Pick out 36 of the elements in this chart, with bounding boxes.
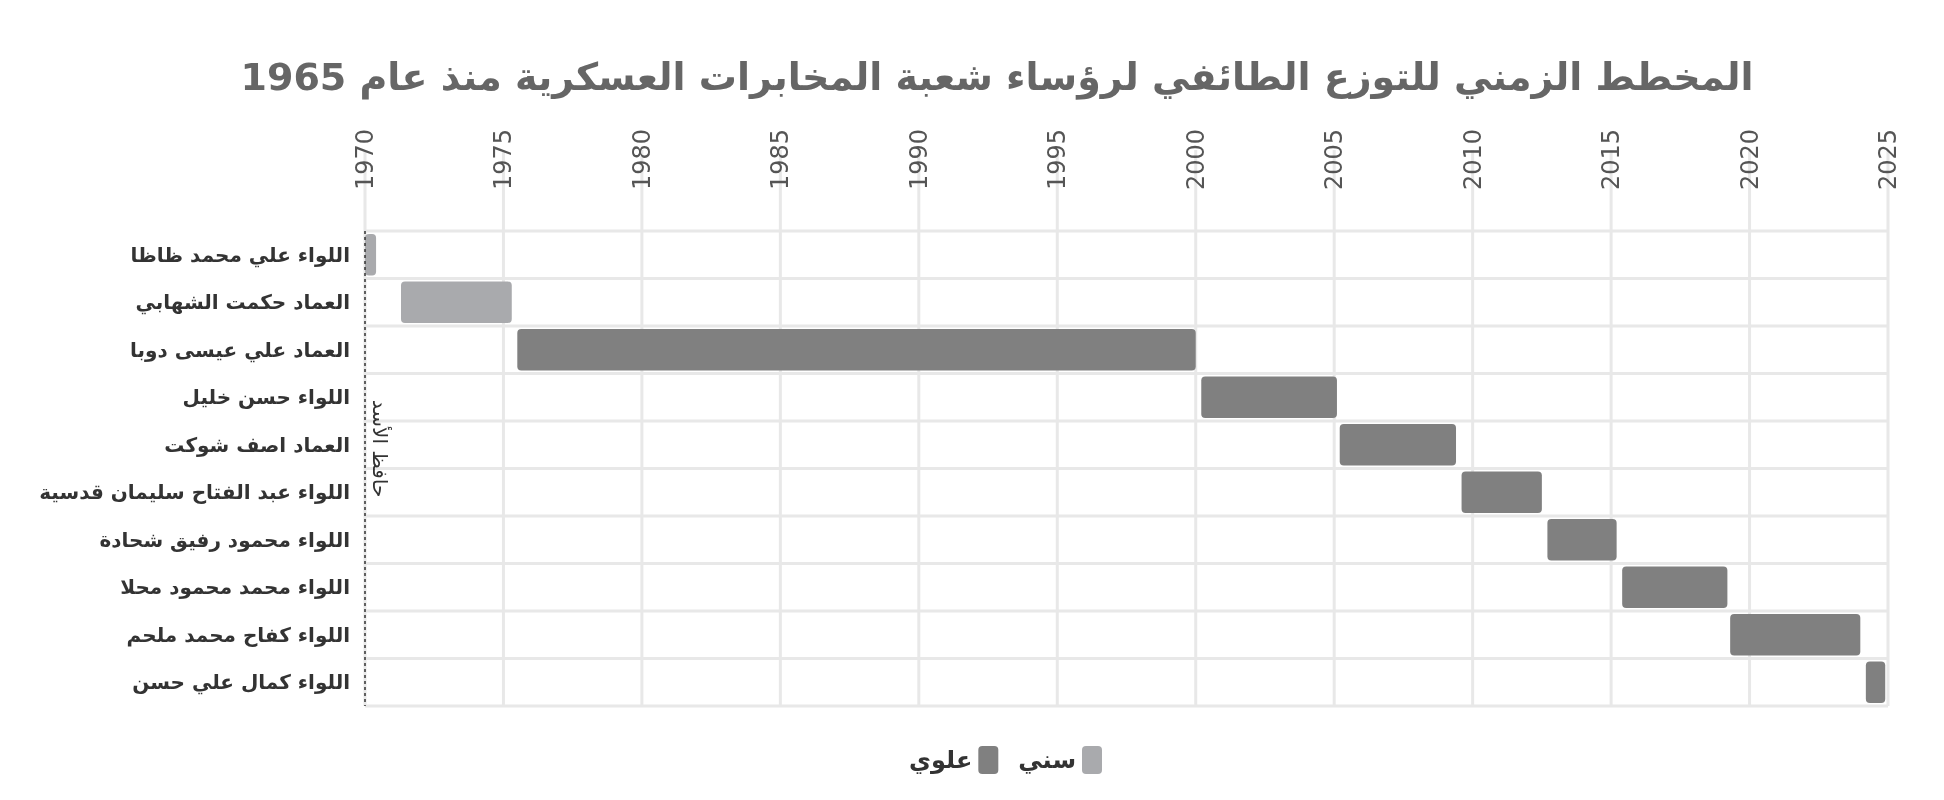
y-tick-label: اللواء محمود رفيق شحادة	[99, 527, 350, 552]
x-tick-label: 1985	[766, 128, 795, 190]
bar	[1865, 661, 1886, 703]
y-tick-label: اللواء عبد الفتاح سليمان قدسية	[39, 480, 350, 505]
ref-line-label: حافظ الأسد	[368, 399, 392, 498]
y-tick-label: العماد حكمت الشهابي	[135, 290, 350, 316]
x-tick-label: 2005	[1320, 128, 1349, 190]
x-tick-label: 1970	[351, 128, 379, 190]
x-tick-label: 2020	[1735, 128, 1764, 190]
bar	[1547, 519, 1617, 561]
bar	[517, 329, 1196, 371]
chart-title: المخطط الزمني للتوزع الطائفي لرؤساء شعبة المخابرات العسكرية منذ عام 1965	[240, 55, 1754, 100]
x-tick-label: 2025	[1874, 128, 1902, 190]
legend-label: سني	[1018, 746, 1076, 774]
legend-label: علوي	[909, 746, 973, 774]
bar	[1339, 424, 1457, 466]
y-tick-label: العماد اصف شوكت	[164, 432, 350, 457]
x-tick-label: 1975	[489, 128, 518, 190]
bar	[1201, 376, 1337, 418]
y-tick-label: اللواء كفاح محمد ملحم	[126, 622, 350, 647]
x-tick-label: 2015	[1597, 128, 1626, 190]
bar	[365, 234, 377, 276]
y-tick-label: اللواء حسن خليل	[182, 385, 350, 410]
x-tick-label: 1980	[627, 128, 656, 190]
y-tick-label: اللواء محمد محمود محلا	[120, 575, 350, 600]
x-tick-label: 1990	[904, 128, 933, 190]
bar	[1461, 471, 1542, 513]
y-tick-label: اللواء علي محمد ظاظا	[130, 242, 350, 268]
x-tick-label: 1995	[1043, 128, 1072, 190]
bar	[401, 281, 512, 323]
bar	[1622, 566, 1728, 608]
bar	[1730, 614, 1861, 656]
y-tick-label: اللواء كمال علي حسن	[132, 670, 350, 696]
x-tick-label: 2000	[1181, 128, 1210, 190]
y-tick-label: العماد علي عيسى دوبا	[130, 337, 350, 363]
x-tick-label: 2010	[1458, 128, 1487, 190]
